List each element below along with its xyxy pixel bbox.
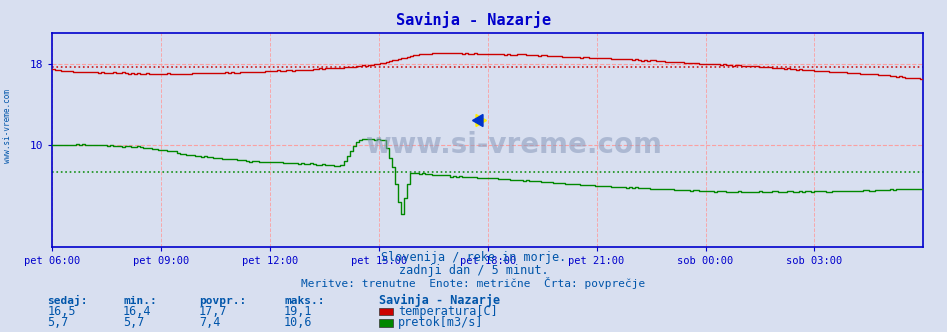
Text: Savinja - Nazarje: Savinja - Nazarje bbox=[396, 12, 551, 29]
Text: 16,4: 16,4 bbox=[123, 305, 152, 318]
Text: 7,4: 7,4 bbox=[199, 316, 221, 329]
Text: Savinja - Nazarje: Savinja - Nazarje bbox=[379, 294, 500, 307]
Text: zadnji dan / 5 minut.: zadnji dan / 5 minut. bbox=[399, 264, 548, 277]
Text: 17,7: 17,7 bbox=[199, 305, 227, 318]
Text: sedaj:: sedaj: bbox=[47, 295, 88, 306]
Text: www.si-vreme.com: www.si-vreme.com bbox=[366, 130, 662, 159]
Text: www.si-vreme.com: www.si-vreme.com bbox=[3, 89, 12, 163]
Text: 5,7: 5,7 bbox=[123, 316, 145, 329]
Text: 10,6: 10,6 bbox=[284, 316, 313, 329]
Text: Slovenija / reke in morje.: Slovenija / reke in morje. bbox=[381, 251, 566, 264]
Text: Meritve: trenutne  Enote: metrične  Črta: povprečje: Meritve: trenutne Enote: metrične Črta: … bbox=[301, 277, 646, 289]
Text: temperatura[C]: temperatura[C] bbox=[398, 305, 497, 318]
Text: povpr.:: povpr.: bbox=[199, 296, 246, 306]
Text: 5,7: 5,7 bbox=[47, 316, 69, 329]
Text: 16,5: 16,5 bbox=[47, 305, 76, 318]
Text: 19,1: 19,1 bbox=[284, 305, 313, 318]
Text: pretok[m3/s]: pretok[m3/s] bbox=[398, 316, 483, 329]
Text: maks.:: maks.: bbox=[284, 296, 325, 306]
Text: min.:: min.: bbox=[123, 296, 157, 306]
